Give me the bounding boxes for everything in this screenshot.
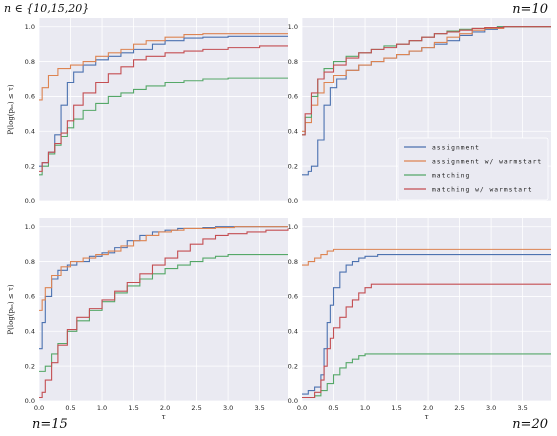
x-tick-label: 3.0 (486, 404, 496, 412)
y-tick-label: 1.0 (25, 223, 35, 231)
panel-title-overall: n ∈ {10,15,20} (4, 2, 89, 15)
legend-label-matching: matching (432, 173, 470, 180)
panel-title-n10: n=10 (512, 2, 548, 17)
legend-label-matching-warmstart: matching w/ warmstart (432, 187, 533, 194)
y-tick-label: 0.0 (25, 397, 35, 405)
x-tick-label: 2.5 (454, 404, 464, 412)
series-matching-w-warmstart (302, 283, 551, 399)
x-tick-label: 1.0 (360, 404, 370, 412)
y-tick-label: 0.8 (25, 258, 35, 266)
x-tick-label: 0.5 (328, 404, 338, 412)
plot-area (302, 218, 551, 401)
y-tick-label: 0.8 (288, 258, 298, 266)
x-tick-label: 3.0 (223, 404, 233, 412)
legend-label-assignment: assignment (432, 145, 480, 152)
y-tick-label: 0.4 (25, 127, 35, 135)
x-tick-label: 2.0 (423, 404, 433, 412)
y-tick-label: 0.0 (288, 397, 298, 405)
y-tick-label: 0.4 (288, 327, 298, 335)
series-assignment-w-warmstart (39, 226, 288, 311)
x-tick-label: 1.5 (391, 404, 401, 412)
y-tick-label: 1.0 (288, 223, 298, 231)
plot-area (39, 218, 288, 401)
y-tick-label: 0.4 (25, 327, 35, 335)
legend-label-assignment-warmstart: assignment w/ warmstart (432, 159, 542, 166)
series-assignment-w-warmstart (39, 33, 288, 101)
y-tick-label: 0.2 (25, 362, 35, 370)
y-tick-label: 0.6 (288, 293, 298, 301)
y-tick-label: 0.2 (25, 162, 35, 170)
series-assignment-w-warmstart (302, 26, 551, 132)
y-tick-label: 0.0 (288, 197, 298, 205)
panel-n20: 0.0 0.2 0.4 0.6 0.8 1.0 0.0 0.5 1.0 1.5 2.0 2.5 3.0 3… (288, 218, 551, 421)
panel-title-n15: n=15 (32, 417, 68, 432)
series-assignment-w-warmstart (302, 248, 551, 266)
x-axis-label: τ (424, 412, 429, 421)
y-axis-label: P(log(pₖₛ) ≤ τ) (7, 284, 15, 334)
x-tick-label: 3.5 (254, 404, 264, 412)
y-tick-label: 1.0 (288, 23, 298, 31)
x-tick-label: 0.5 (65, 404, 75, 412)
y-tick-label: 0.6 (25, 93, 35, 101)
y-tick-label: 1.0 (25, 23, 35, 31)
y-tick-label: 0.0 (25, 197, 35, 205)
plot-area (39, 18, 288, 201)
series-matching-w-warmstart (39, 45, 288, 172)
y-tick-label: 0.6 (25, 293, 35, 301)
x-tick-label: 3.5 (517, 404, 527, 412)
x-axis-label: τ (161, 412, 166, 421)
x-tick-label: 1.0 (97, 404, 107, 412)
x-tick-label: 1.5 (128, 404, 138, 412)
y-tick-label: 0.2 (288, 162, 298, 170)
x-tick-label: 2.5 (191, 404, 201, 412)
y-axis-label: P(log(pₖₛ) ≤ τ) (7, 84, 15, 134)
series-assignment (39, 35, 288, 167)
y-tick-label: 0.2 (288, 362, 298, 370)
x-tick-label: 0.0 (34, 404, 44, 412)
y-tick-label: 0.4 (288, 127, 298, 135)
series-matching-w-warmstart (302, 26, 551, 136)
panel-n15: 0.0 0.2 0.4 0.6 0.8 1.0 0.0 0.5 1.0 1.5 2.0 2.5 3.0 3… (7, 218, 289, 421)
y-tick-label: 0.6 (288, 93, 298, 101)
panel-overall: 0.0 0.2 0.4 0.6 0.8 1.0 P(log(pₖₛ) ≤ τ) (7, 18, 288, 205)
y-tick-label: 0.8 (288, 58, 298, 66)
x-tick-label: 0.0 (297, 404, 307, 412)
x-tick-label: 2.0 (160, 404, 170, 412)
series-matching-w-warmstart (39, 228, 289, 399)
legend-box (397, 137, 549, 201)
y-tick-label: 0.8 (25, 58, 35, 66)
panel-title-n20: n=20 (512, 417, 548, 432)
legend: assignment assignment w/ warmstart match… (397, 137, 549, 201)
